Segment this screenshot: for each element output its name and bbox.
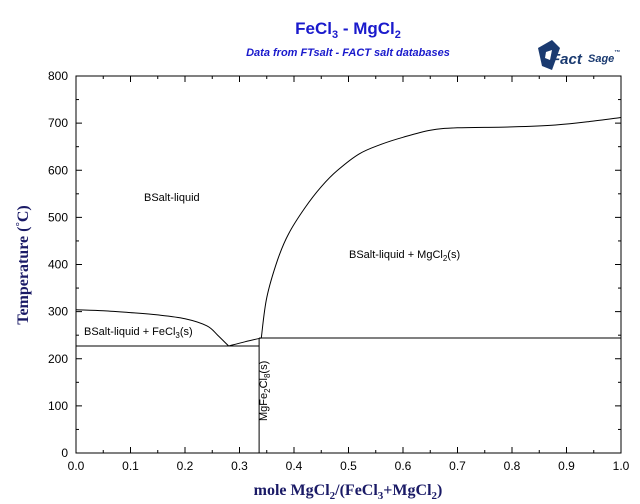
x-tick-label: 1.0 — [613, 459, 630, 473]
phase-boundary-0 — [75, 309, 229, 347]
chart-subtitle: Data from FTsalt - FACT salt databases — [246, 47, 450, 59]
phase-boundary-1 — [228, 337, 262, 347]
region-label-liquid-fecl3: BSalt-liquid + FeCl3(s) — [84, 326, 193, 340]
factsage-logo: Fact Sage ™ — [538, 40, 620, 70]
x-tick-label: 0.9 — [558, 459, 575, 473]
y-tick-label: 500 — [48, 210, 68, 224]
x-tick-label: 0.4 — [286, 459, 303, 473]
y-tick-label: 700 — [48, 116, 68, 130]
region-label-bsalt-liquid: BSalt-liquid — [144, 192, 200, 204]
factsage-logo-mark-icon — [538, 40, 560, 70]
x-tick-label: 0.8 — [504, 459, 521, 473]
x-tick-label: 0.5 — [340, 459, 357, 473]
phase-boundary-2 — [260, 117, 622, 339]
y-tick-label: 600 — [48, 163, 68, 177]
x-axis-title: mole MgCl2/(FeCl3+MgCl2) — [254, 482, 443, 502]
x-tick-label: 0.7 — [449, 459, 466, 473]
y-tick-label: 0 — [61, 446, 68, 460]
y-tick-label: 800 — [48, 69, 68, 83]
x-tick-label: 0.3 — [231, 459, 248, 473]
x-tick-label: 0.0 — [68, 459, 85, 473]
x-tick-label: 0.6 — [395, 459, 412, 473]
y-axis-title: Temperature (°C) — [14, 205, 32, 325]
logo-trademark: ™ — [614, 49, 620, 56]
region-label-liquid-mgcl2: BSalt-liquid + MgCl2(s) — [349, 249, 460, 263]
chart-title: FeCl3 - MgCl2 — [295, 19, 401, 41]
y-tick-label: 400 — [48, 258, 68, 272]
axis-ticks: 0.0 0.1 0.2 0.3 0.4 0.5 0.6 0.7 0.8 0.9 1.0 0 100 200… — [48, 69, 630, 473]
x-tick-label: 0.1 — [122, 459, 139, 473]
plot-frame — [75, 75, 622, 454]
phase-boundaries — [75, 117, 622, 453]
logo-sage: Sage — [588, 53, 614, 65]
region-label-mgfe2cl8: MgFe2Cl8(s) — [258, 361, 272, 421]
x-tick-label: 0.2 — [177, 459, 194, 473]
y-tick-label: 200 — [48, 352, 68, 366]
y-tick-label: 300 — [48, 305, 68, 319]
y-tick-label: 100 — [48, 399, 68, 413]
logo-fact: Fact — [551, 51, 583, 68]
